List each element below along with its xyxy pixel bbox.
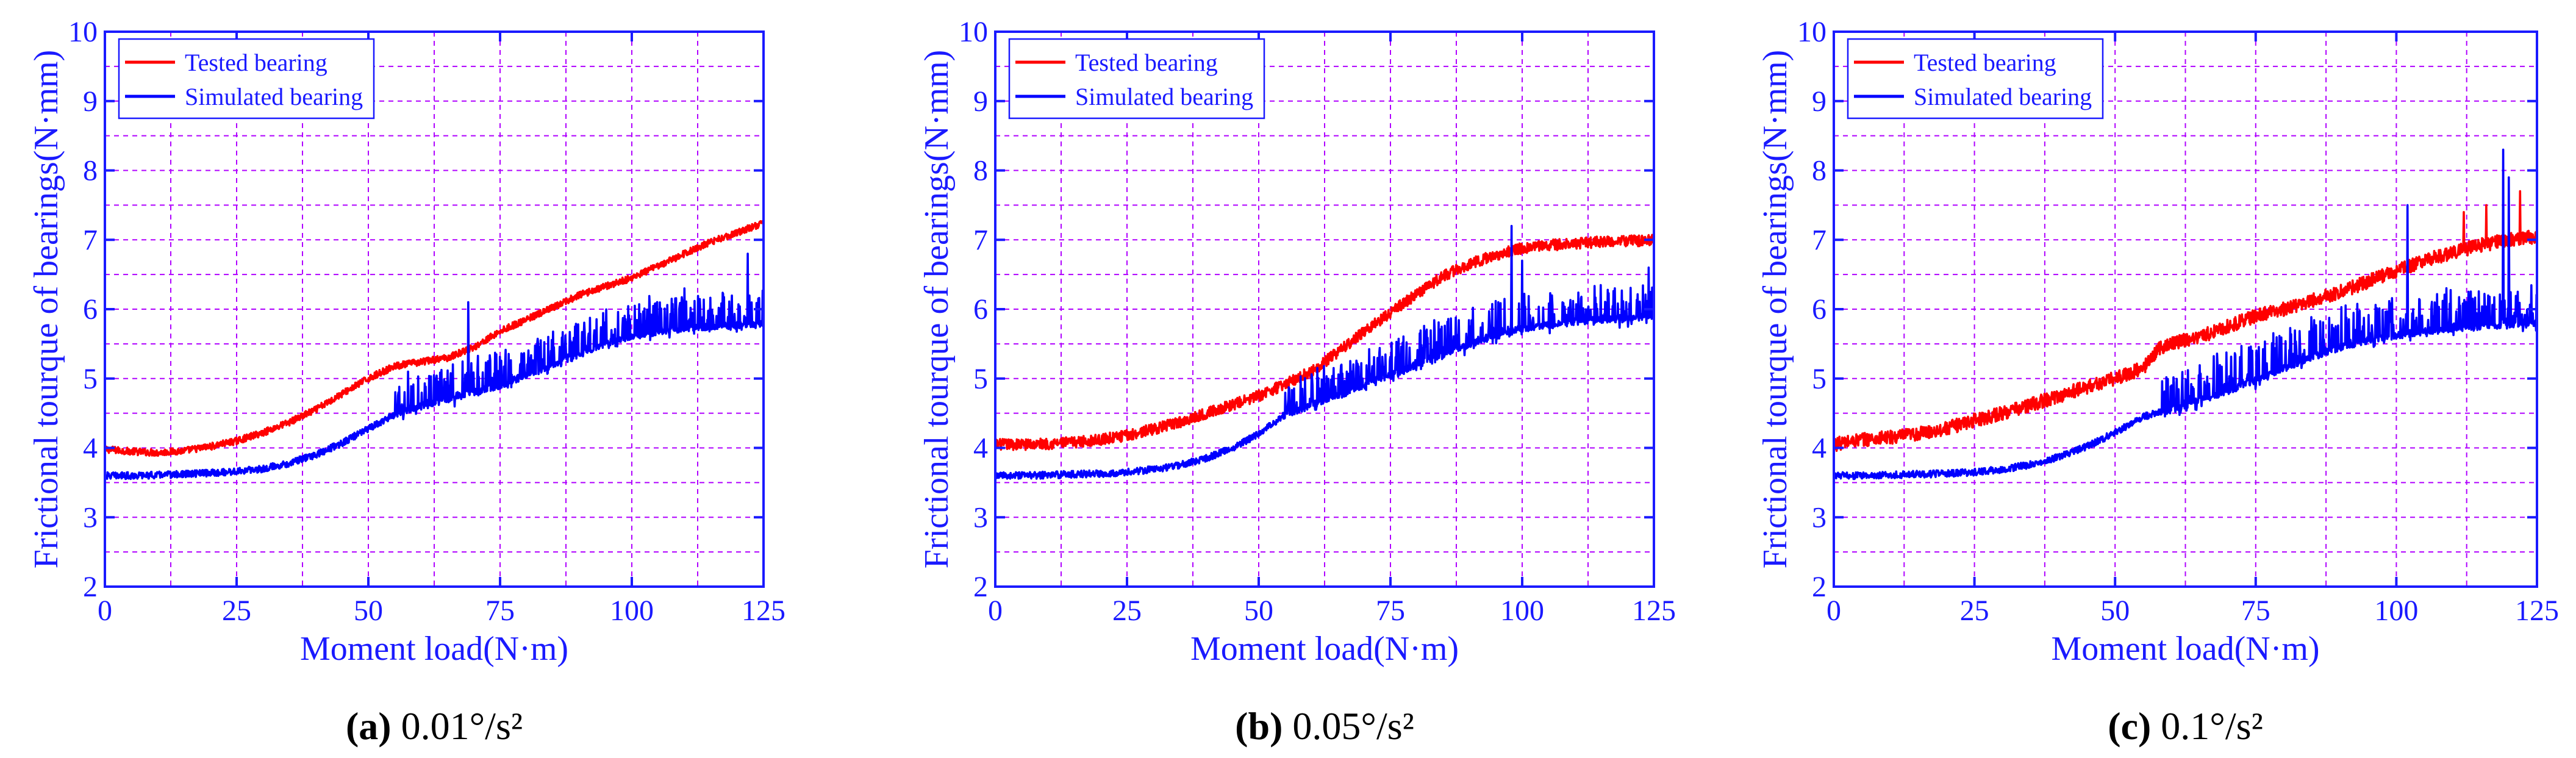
y-tick-label: 10 <box>1797 16 1826 48</box>
y-tick-label: 9 <box>83 85 98 118</box>
x-axis-label: Moment load(N·m) <box>2051 630 2319 668</box>
panel-caption: (b) 0.05°/s² <box>1235 704 1414 748</box>
y-tick-label: 8 <box>83 155 98 187</box>
legend-label: Tested bearing <box>1914 49 2056 76</box>
legend-box <box>118 38 375 120</box>
y-tick-label: 9 <box>973 85 988 118</box>
y-tick-label: 3 <box>973 501 988 534</box>
x-tick-label: 50 <box>1244 595 1273 627</box>
series-line-tested <box>994 234 1655 451</box>
y-tick-label: 2 <box>973 571 988 603</box>
legend-box <box>1008 38 1265 120</box>
y-tick-label: 9 <box>1812 85 1826 118</box>
x-tick-label: 125 <box>2515 595 2559 627</box>
x-tick-label: 100 <box>1500 595 1544 627</box>
y-tick-label: 2 <box>1812 571 1826 603</box>
y-tick-label: 7 <box>83 224 98 256</box>
y-tick-label: 5 <box>83 363 98 395</box>
panel-caption: (c) 0.1°/s² <box>2108 704 2263 748</box>
y-tick-label: 6 <box>1812 293 1826 326</box>
x-tick-label: 100 <box>610 595 654 627</box>
legend: Tested bearing Simulated bearing <box>1847 38 2104 120</box>
caption-rate: 0.1°/s² <box>2151 704 2263 748</box>
x-tick-label: 0 <box>988 595 1003 627</box>
y-tick-label: 2 <box>83 571 98 603</box>
x-tick-label: 50 <box>354 595 383 627</box>
legend-label: Simulated bearing <box>1075 83 1253 110</box>
x-tick-label: 75 <box>2241 595 2270 627</box>
panel-caption: (a) 0.01°/s² <box>346 704 523 748</box>
y-tick-label: 7 <box>973 224 988 256</box>
x-tick-label: 125 <box>742 595 785 627</box>
y-tick-label: 3 <box>1812 501 1826 534</box>
y-tick-label: 6 <box>973 293 988 326</box>
x-tick-label: 50 <box>2100 595 2130 627</box>
caption-letter: (c) <box>2108 704 2151 748</box>
y-tick-label: 4 <box>83 432 98 465</box>
x-tick-label: 25 <box>1960 595 1989 627</box>
grid <box>105 32 764 587</box>
y-tick-label: 4 <box>1812 432 1826 465</box>
series-line-tested <box>1833 190 2538 452</box>
caption-rate: 0.01°/s² <box>392 704 523 748</box>
series-line-simulated <box>1833 148 2538 481</box>
y-axis-label: Frictional tourque of bearings(N·mm) <box>27 50 65 569</box>
y-tick-label: 5 <box>1812 363 1826 395</box>
legend-label: Tested bearing <box>1075 49 1218 76</box>
x-tick-label: 0 <box>1826 595 1841 627</box>
legend: Tested bearing Simulated bearing <box>118 38 375 120</box>
y-axis-label: Frictional tourque of bearings(N·mm) <box>1756 50 1794 569</box>
x-tick-label: 25 <box>1112 595 1142 627</box>
y-tick-label: 7 <box>1812 224 1826 256</box>
caption-rate: 0.05°/s² <box>1283 704 1414 748</box>
y-tick-label: 10 <box>959 16 988 48</box>
series-line-simulated <box>104 252 765 481</box>
legend: Tested bearing Simulated bearing <box>1008 38 1265 120</box>
x-tick-label: 100 <box>2374 595 2418 627</box>
y-axis-label: Frictional tourque of bearings(N·mm) <box>918 50 956 569</box>
series-line-simulated <box>994 224 1655 480</box>
legend-label: Simulated bearing <box>1914 83 2092 110</box>
y-tick-label: 8 <box>1812 155 1826 187</box>
x-tick-label: 75 <box>1376 595 1405 627</box>
series-line-tested <box>104 220 765 457</box>
x-tick-label: 25 <box>222 595 251 627</box>
y-tick-label: 5 <box>973 363 988 395</box>
legend-label: Simulated bearing <box>185 83 363 110</box>
y-tick-label: 10 <box>68 16 98 48</box>
x-axis-label: Moment load(N·m) <box>300 630 568 668</box>
legend-label: Tested bearing <box>185 49 327 76</box>
caption-letter: (b) <box>1235 704 1283 748</box>
x-tick-label: 125 <box>1632 595 1676 627</box>
x-tick-label: 0 <box>98 595 112 627</box>
legend-box <box>1847 38 2104 120</box>
x-tick-label: 75 <box>485 595 515 627</box>
y-tick-label: 6 <box>83 293 98 326</box>
y-tick-label: 3 <box>83 501 98 534</box>
y-tick-label: 8 <box>973 155 988 187</box>
x-axis-label: Moment load(N·m) <box>1190 630 1459 668</box>
caption-letter: (a) <box>346 704 392 748</box>
y-tick-label: 4 <box>973 432 988 465</box>
